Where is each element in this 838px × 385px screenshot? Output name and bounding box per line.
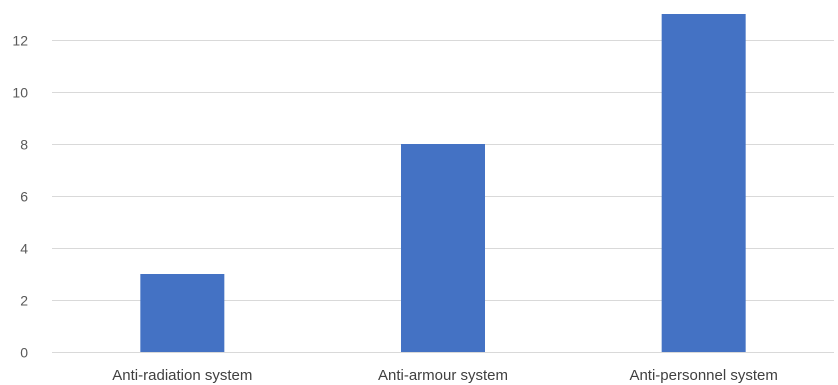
y-tick-label: 0 — [20, 345, 28, 361]
bars — [140, 14, 746, 352]
x-category-label: Anti-personnel system — [629, 367, 777, 384]
y-tick-label: 8 — [20, 137, 28, 153]
bar-anti-radiation-system — [140, 274, 225, 352]
x-axis-labels: Anti-radiation system Anti-armour system A… — [112, 367, 778, 384]
y-axis-ticks: 0 2 4 6 8 10 12 — [12, 33, 28, 361]
bar-anti-armour-system — [401, 144, 485, 352]
y-tick-label: 4 — [20, 241, 28, 257]
y-tick-label: 12 — [12, 33, 28, 49]
y-tick-label: 6 — [20, 189, 28, 205]
y-tick-label: 10 — [12, 85, 28, 101]
y-tick-label: 2 — [20, 293, 28, 309]
x-category-label: Anti-radiation system — [112, 367, 252, 384]
bar-anti-personnel-system — [661, 14, 746, 352]
x-category-label: Anti-armour system — [378, 367, 508, 384]
